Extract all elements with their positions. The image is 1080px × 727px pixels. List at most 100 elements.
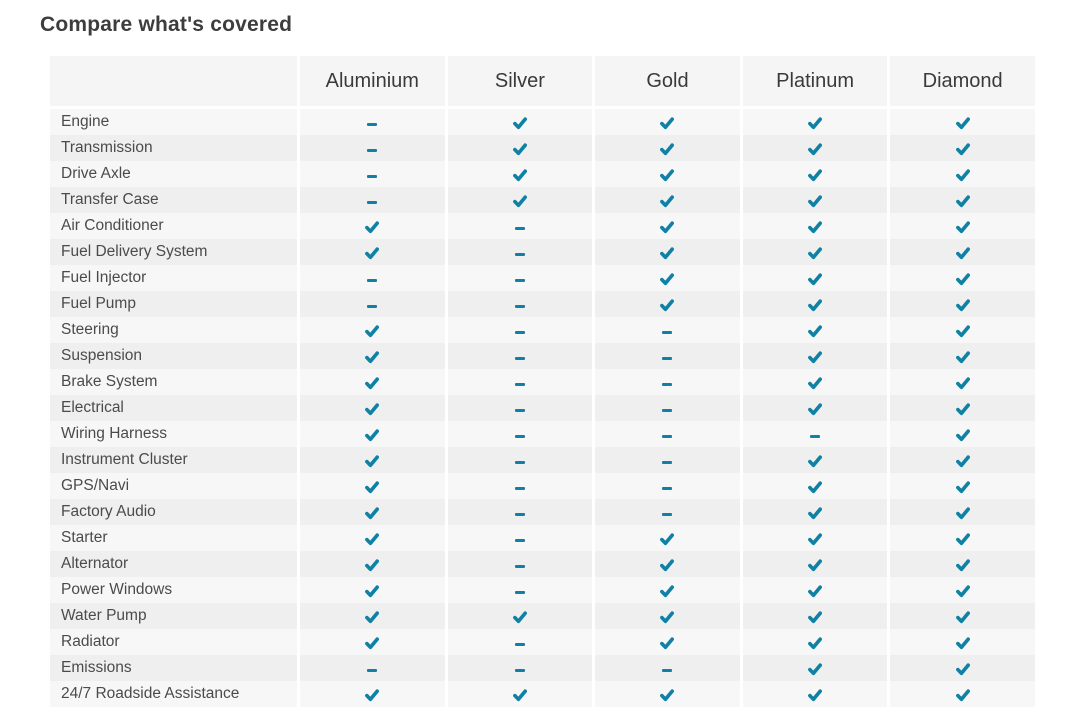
coverage-cell (300, 577, 445, 603)
check-icon (660, 532, 675, 545)
table-row: Suspension (50, 343, 1035, 369)
coverage-cell (447, 317, 593, 343)
coverage-cell (890, 317, 1035, 343)
coverage-cell (595, 213, 740, 239)
dash-icon (367, 200, 378, 204)
check-icon (955, 454, 970, 467)
check-icon (365, 402, 380, 415)
coverage-cell (595, 655, 740, 681)
check-icon (808, 506, 823, 519)
coverage-cell (742, 395, 888, 421)
check-icon (808, 220, 823, 233)
check-icon (512, 194, 527, 207)
row-label: Brake System (50, 369, 297, 395)
row-label: Air Conditioner (50, 213, 297, 239)
check-icon (955, 142, 970, 155)
table-row: Air Conditioner (50, 213, 1035, 239)
check-icon (365, 376, 380, 389)
dash-icon (514, 512, 525, 516)
check-icon (660, 116, 675, 129)
check-icon (955, 350, 970, 363)
coverage-cell (447, 499, 593, 525)
table-row: Water Pump (50, 603, 1035, 629)
row-label: 24/7 Roadside Assistance (50, 681, 297, 707)
coverage-cell (595, 161, 740, 187)
coverage-cell (447, 603, 593, 629)
coverage-cell (890, 135, 1035, 161)
dash-icon (662, 460, 673, 464)
check-icon (365, 428, 380, 441)
check-icon (660, 688, 675, 701)
check-icon (808, 584, 823, 597)
coverage-cell (742, 291, 888, 317)
coverage-cell (300, 551, 445, 577)
check-icon (365, 454, 380, 467)
dash-icon (662, 434, 673, 438)
coverage-cell (742, 577, 888, 603)
coverage-cell (890, 681, 1035, 707)
coverage-cell (742, 473, 888, 499)
header-spacer-cell (50, 56, 297, 106)
check-icon (660, 610, 675, 623)
coverage-cell (742, 265, 888, 291)
coverage-cell (447, 265, 593, 291)
table-row: Alternator (50, 551, 1035, 577)
check-icon (365, 506, 380, 519)
dash-icon (514, 460, 525, 464)
row-label: Fuel Injector (50, 265, 297, 291)
check-icon (808, 298, 823, 311)
coverage-cell (742, 187, 888, 213)
coverage-cell (447, 239, 593, 265)
coverage-cell (890, 603, 1035, 629)
coverage-cell (300, 291, 445, 317)
coverage-cell (595, 499, 740, 525)
coverage-cell (595, 421, 740, 447)
coverage-cell (595, 447, 740, 473)
dash-icon (514, 434, 525, 438)
check-icon (808, 376, 823, 389)
row-label: Radiator (50, 629, 297, 655)
coverage-cell (300, 681, 445, 707)
coverage-cell (447, 291, 593, 317)
table-body: Engine Transmission Drive Axle Transfer Cas… (50, 109, 1035, 707)
check-icon (365, 350, 380, 363)
coverage-cell (742, 551, 888, 577)
coverage-cell (447, 681, 593, 707)
coverage-cell (890, 109, 1035, 135)
table-row: Brake System (50, 369, 1035, 395)
row-label: Fuel Delivery System (50, 239, 297, 265)
row-label: Electrical (50, 395, 297, 421)
check-icon (365, 532, 380, 545)
table-row: Electrical (50, 395, 1035, 421)
dash-icon (514, 278, 525, 282)
check-icon (955, 428, 970, 441)
coverage-cell (595, 603, 740, 629)
coverage-cell (447, 525, 593, 551)
check-icon (808, 662, 823, 675)
row-label: Steering (50, 317, 297, 343)
check-icon (660, 168, 675, 181)
check-icon (365, 558, 380, 571)
table-row: Emissions (50, 655, 1035, 681)
table-row: Starter (50, 525, 1035, 551)
coverage-cell (447, 577, 593, 603)
check-icon (512, 168, 527, 181)
coverage-cell (447, 551, 593, 577)
coverage-cell (890, 473, 1035, 499)
coverage-cell (300, 161, 445, 187)
check-icon (660, 636, 675, 649)
check-icon (808, 688, 823, 701)
check-icon (955, 662, 970, 675)
check-icon (808, 324, 823, 337)
coverage-cell (742, 629, 888, 655)
check-icon (365, 610, 380, 623)
table-row: Steering (50, 317, 1035, 343)
check-icon (660, 298, 675, 311)
dash-icon (367, 304, 378, 308)
dash-icon (662, 486, 673, 490)
table-row: Wiring Harness (50, 421, 1035, 447)
dash-icon (367, 668, 378, 672)
row-label: Suspension (50, 343, 297, 369)
check-icon (512, 688, 527, 701)
check-icon (808, 350, 823, 363)
